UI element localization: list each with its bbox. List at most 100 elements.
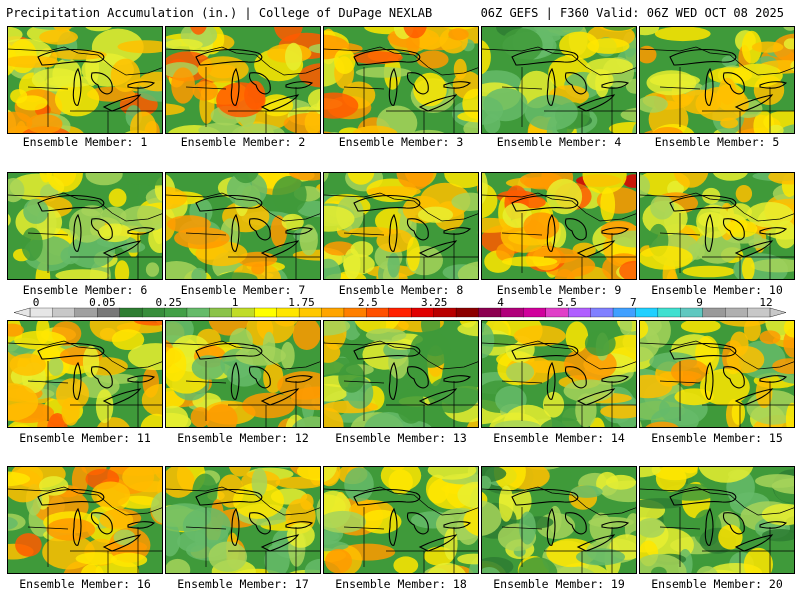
precipitation-field-map — [166, 173, 320, 279]
colorbar-swatch — [657, 307, 681, 318]
ensemble-member-label: Ensemble Member: 6 — [22, 283, 148, 297]
precip-blob — [111, 329, 145, 350]
precip-blob — [324, 384, 348, 402]
precip-blob — [595, 69, 610, 98]
precip-blob — [324, 92, 359, 119]
precip-blob — [482, 322, 495, 359]
lake-outline — [37, 343, 105, 360]
precip-blob — [324, 407, 344, 427]
precip-blob — [325, 574, 378, 575]
lake-outline — [418, 240, 458, 258]
precip-blob — [316, 498, 320, 525]
colorbar-swatch — [411, 307, 435, 318]
ensemble-member-label: Ensemble Member: 15 — [651, 431, 783, 445]
precip-blob — [344, 467, 374, 502]
precip-blob — [166, 38, 203, 51]
precip-blob — [645, 421, 679, 427]
precip-blob — [477, 230, 478, 235]
precip-blob — [410, 331, 451, 368]
precip-blob — [586, 58, 633, 75]
precip-blob — [280, 341, 295, 370]
lake-outline — [443, 227, 472, 235]
precip-blob — [619, 260, 636, 279]
lake-outline — [195, 489, 263, 506]
lake-outline — [285, 375, 314, 383]
colorbar-tick-label: 1.75 — [288, 296, 315, 309]
precip-blob — [348, 226, 395, 238]
precip-blob — [8, 178, 25, 203]
precip-blob — [21, 227, 43, 261]
precip-blob — [166, 521, 181, 557]
precip-blob — [625, 78, 636, 94]
precip-blob — [23, 198, 49, 224]
precip-blob — [324, 342, 341, 363]
lake-outline — [90, 72, 113, 95]
lake-outline — [388, 361, 398, 400]
lake-outline — [418, 388, 458, 406]
precip-blob — [141, 384, 162, 417]
precipitation-field-map — [482, 467, 636, 573]
precipitation-field-map — [166, 467, 320, 573]
ensemble-member-label: Ensemble Member: 13 — [335, 431, 467, 445]
precip-blob — [251, 263, 265, 275]
precip-blob — [540, 417, 585, 427]
lake-outline — [511, 489, 579, 506]
ensemble-map-panel — [165, 172, 321, 280]
precip-blob — [85, 27, 112, 32]
political-border — [8, 340, 162, 370]
lake-outline — [127, 521, 156, 529]
precip-blob — [640, 374, 673, 399]
precip-blob — [793, 467, 794, 469]
colorbar-swatch — [680, 307, 704, 318]
lake-outline — [546, 361, 556, 400]
precip-blob — [576, 548, 625, 566]
precip-blob — [39, 173, 53, 183]
precip-blob — [457, 321, 478, 337]
political-border — [324, 340, 478, 370]
precip-blob — [53, 27, 72, 32]
ensemble-map-panel — [165, 26, 321, 134]
precip-blob — [570, 485, 603, 498]
precip-blob — [761, 503, 794, 526]
lake-outline — [443, 521, 472, 529]
precip-blob — [457, 261, 478, 279]
precip-blob — [45, 75, 95, 88]
precip-blob — [128, 256, 141, 279]
ensemble-map-panel — [165, 320, 321, 428]
ensemble-member-label: Ensemble Member: 16 — [19, 577, 151, 591]
lake-outline — [285, 521, 314, 529]
precip-blob — [338, 362, 365, 393]
precip-blob — [518, 557, 558, 573]
precip-blob — [324, 467, 337, 482]
precip-blob — [396, 173, 434, 191]
ensemble-map-panel — [481, 26, 637, 134]
colorbar-swatch — [29, 307, 53, 318]
ensemble-map-panel — [323, 320, 479, 428]
precip-blob — [547, 566, 595, 573]
ensemble-member-label: Ensemble Member: 11 — [19, 431, 151, 445]
lake-outline — [576, 240, 616, 258]
colorbar-swatch — [747, 307, 771, 318]
precip-blob — [498, 485, 514, 522]
colorbar-tick-label: 4 — [497, 296, 504, 309]
precip-blob — [565, 321, 589, 353]
lake-outline — [734, 388, 774, 406]
colorbar-swatch — [97, 307, 121, 318]
precipitation-field-map — [166, 27, 320, 133]
precip-blob — [696, 566, 718, 573]
lake-outline — [127, 375, 156, 383]
lake-outline — [406, 72, 429, 95]
precip-blob — [755, 377, 773, 408]
lake-outline — [704, 213, 714, 252]
colorbar-swatch — [478, 307, 502, 318]
precip-blob — [482, 96, 504, 125]
precip-blob — [500, 28, 543, 63]
political-border — [8, 192, 162, 222]
precip-blob — [605, 474, 636, 490]
lake-outline — [37, 195, 105, 212]
precipitation-field-map — [324, 321, 478, 427]
precip-blob — [463, 119, 478, 133]
precip-blob — [718, 524, 743, 550]
lake-outline — [102, 388, 142, 406]
precip-blob — [122, 467, 162, 493]
